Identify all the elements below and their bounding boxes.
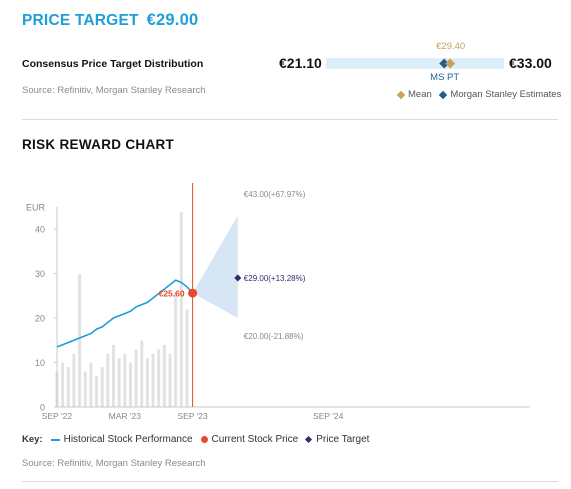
x-tick-label: MAR '23	[109, 411, 142, 421]
y-axis-unit: EUR	[26, 202, 46, 212]
chart-axes: 0 10 20 30 40 EUR SEP '22 MAR '23 SEP '23 SEP '24	[26, 202, 530, 421]
y-tick-label: 30	[35, 269, 45, 279]
volume-bar	[83, 371, 87, 407]
key-price-target: Price Target	[305, 434, 369, 445]
volume-bar	[78, 274, 82, 407]
legend-mean: Mean	[396, 89, 432, 100]
volume-bar	[162, 344, 166, 407]
bull-target-label: €43.00(+67.97%)	[244, 190, 306, 199]
chart-labels: €25.60 €29.00(+13.28%) €43.00(+67.97%) €20.…	[159, 190, 306, 341]
y-tick-label: 20	[35, 314, 45, 324]
volume-bar	[123, 353, 127, 407]
price-target-label: PRICE TARGET	[22, 12, 139, 29]
volume-bar	[89, 362, 93, 407]
risk-reward-chart: 0 10 20 30 40 EUR SEP '22 MAR '23 SEP '23 SEP '24…	[26, 183, 530, 421]
volume-bar	[72, 353, 76, 407]
current-price-label: €25.60	[159, 289, 185, 299]
bear-target-label: €20.00(-21.88%)	[244, 332, 304, 341]
diamond-swatch-icon	[305, 435, 313, 444]
volume-bar	[134, 349, 138, 407]
volume-bar	[66, 367, 70, 407]
distribution-low: €21.10	[279, 55, 322, 71]
divider	[22, 119, 558, 120]
price-target-value: €29.00	[146, 11, 199, 29]
distribution-range-bar	[326, 58, 504, 69]
volume-bar	[128, 362, 132, 407]
volume-bar	[95, 375, 99, 407]
current-price-dot	[188, 288, 198, 298]
base-target-label: €29.00(+13.28%)	[244, 274, 306, 283]
price-target-marker	[234, 274, 242, 282]
historical-price-line	[56, 279, 194, 348]
risk-reward-title: RISK REWARD CHART	[22, 137, 175, 152]
volume-bar	[117, 358, 121, 407]
chart-key: Key: Historical Stock Performance Curren…	[22, 434, 377, 445]
distribution-markers	[439, 58, 456, 69]
legend-ms-estimates: Morgan Stanley Estimates	[439, 89, 561, 100]
mean-value-label: €29.40	[436, 41, 466, 52]
distribution-label: Consensus Price Target Distribution	[22, 58, 204, 70]
source-note-2: Source: Refinitiv, Morgan Stanley Resear…	[22, 458, 206, 469]
x-tick-label: SEP '22	[42, 411, 73, 421]
volume-bar	[140, 340, 144, 407]
volume-bar	[145, 358, 149, 407]
key-title: Key:	[22, 434, 43, 445]
x-tick-label: SEP '24	[313, 411, 344, 421]
dot-swatch-icon	[200, 436, 208, 443]
y-tick-label: 10	[35, 358, 45, 368]
price-target-heading: PRICE TARGET €29.00	[22, 11, 198, 30]
volume-bar	[151, 353, 155, 407]
line-swatch-icon	[50, 438, 60, 441]
distribution-high: €33.00	[509, 55, 552, 71]
volume-bar	[112, 344, 115, 407]
key-historical: Historical Stock Performance	[50, 434, 193, 445]
volume-bar	[179, 212, 183, 407]
volume-bar	[100, 367, 104, 407]
divider-bottom	[22, 481, 558, 482]
distribution-legend: Mean Morgan Stanley Estimates	[396, 89, 567, 101]
volume-bar	[168, 353, 172, 407]
y-tick-label: 0	[40, 403, 45, 413]
volume-bar	[106, 353, 110, 407]
projection-cone	[192, 215, 238, 318]
volume-bar	[185, 309, 189, 407]
source-note: Source: Refinitiv, Morgan Stanley Resear…	[22, 85, 206, 96]
volume-bar	[157, 349, 161, 407]
y-tick-label: 40	[35, 225, 45, 235]
volume-bar	[61, 362, 65, 407]
key-current-price: Current Stock Price	[200, 434, 298, 445]
volume-bar	[174, 291, 178, 407]
x-tick-label: SEP '23	[177, 411, 208, 421]
volume-bars	[55, 212, 189, 407]
ms-pt-label: MS PT	[430, 72, 460, 83]
